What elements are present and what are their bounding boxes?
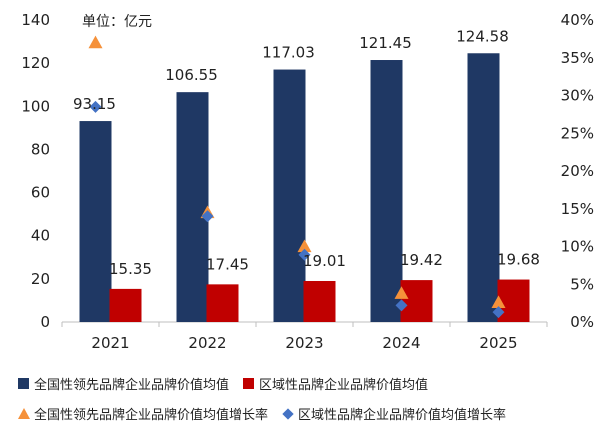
diamond-marker (89, 100, 102, 113)
triangle-marker (297, 239, 312, 253)
bar-regional (497, 279, 530, 322)
y-right-tick-label: 20% (561, 162, 594, 180)
bar-regional (303, 280, 336, 322)
bar-regional (109, 288, 142, 322)
legend-item-national-value: 全国性领先品牌企业品牌价值均值 (18, 374, 229, 393)
y-right-tick-label: 5% (570, 275, 594, 293)
y-left-tick-label: 60 (31, 184, 50, 202)
y-right-tick-label: 0% (570, 313, 594, 331)
y-right-tick-label: 15% (561, 200, 594, 218)
data-label: 93.15 (73, 95, 116, 113)
triangle-icon (18, 408, 30, 419)
data-label: 19.01 (303, 252, 346, 270)
y-left-tick-label: 20 (31, 270, 50, 288)
data-labels: 93.15 106.55 117.03 121.45 124.58 15.35 17.45 1… (73, 27, 540, 278)
y-left-tick-label: 100 (21, 97, 50, 115)
legend-item-regional-growth: 区域性品牌企业品牌价值均值增长率 (282, 404, 506, 423)
data-label: 17.45 (206, 255, 249, 273)
y-left-tick-label: 80 (31, 140, 50, 158)
bar-national (467, 53, 500, 322)
data-label: 124.58 (456, 27, 509, 45)
y-right-tick-label: 40% (561, 11, 594, 29)
y-right-tick-label: 10% (561, 238, 594, 256)
diamond-marker (395, 299, 408, 312)
bar-national (79, 121, 112, 323)
legend-item-regional-value: 区域性品牌企业品牌价值均值 (243, 374, 428, 393)
bar-regional (206, 284, 239, 322)
bar-national (370, 60, 403, 322)
data-label: 15.35 (109, 260, 152, 278)
y-left-tick-label: 40 (31, 227, 50, 245)
data-label: 106.55 (165, 66, 218, 84)
x-tick-label: 2024 (382, 334, 420, 352)
unit-label: 单位：亿元 (82, 14, 152, 30)
bars (79, 53, 530, 323)
legend-item-national-growth: 全国性领先品牌企业品牌价值均值增长率 (18, 404, 268, 423)
diamond-icon (282, 407, 294, 420)
legend-label: 全国性领先品牌企业品牌价值均值增长率 (34, 408, 269, 423)
diamond-marker (201, 210, 214, 223)
data-label: 19.68 (497, 251, 540, 269)
data-label: 19.42 (400, 251, 443, 269)
diamond-marker (492, 306, 505, 319)
triangle-marker (491, 295, 506, 308)
y-left-tick-label: 120 (21, 54, 50, 72)
legend-swatch-navy (18, 378, 29, 389)
triangle-marker (88, 35, 103, 49)
legend-label: 区域性品牌企业品牌价值均值增长率 (298, 408, 507, 423)
x-tick-label: 2023 (285, 334, 323, 352)
data-label: 121.45 (359, 34, 412, 52)
diamond-marker (298, 248, 311, 261)
y-left-tick-label: 0 (40, 313, 50, 331)
y-right-tick-label: 30% (561, 87, 594, 105)
x-tick-label: 2025 (479, 334, 517, 352)
data-label: 117.03 (262, 44, 315, 62)
legend-row-2: 全国性领先品牌企业品牌价值均值增长率 区域性品牌企业品牌价值均值增长率 (18, 404, 520, 423)
legend-label: 区域性品牌企业品牌价值均值 (259, 378, 429, 393)
x-tick-label: 2022 (188, 334, 226, 352)
x-tick-label: 2021 (91, 334, 129, 352)
legend-row-1: 全国性领先品牌企业品牌价值均值 区域性品牌企业品牌价值均值 (18, 374, 442, 393)
legend-label: 全国性领先品牌企业品牌价值均值 (34, 378, 230, 393)
axes: 0 20 40 60 80 100 120 140 0% 5% 10% 15% 20% 25% 30% 35%… (21, 11, 594, 352)
y-right-tick-label: 35% (561, 49, 594, 67)
bar-regional (400, 280, 433, 322)
bar-national (273, 69, 306, 323)
triangle-marker (394, 286, 409, 299)
y-right-tick-label: 25% (561, 124, 594, 142)
bar-national (176, 92, 209, 322)
markers (88, 35, 506, 319)
legend-swatch-red (243, 378, 255, 389)
y-left-tick-label: 140 (21, 11, 50, 29)
